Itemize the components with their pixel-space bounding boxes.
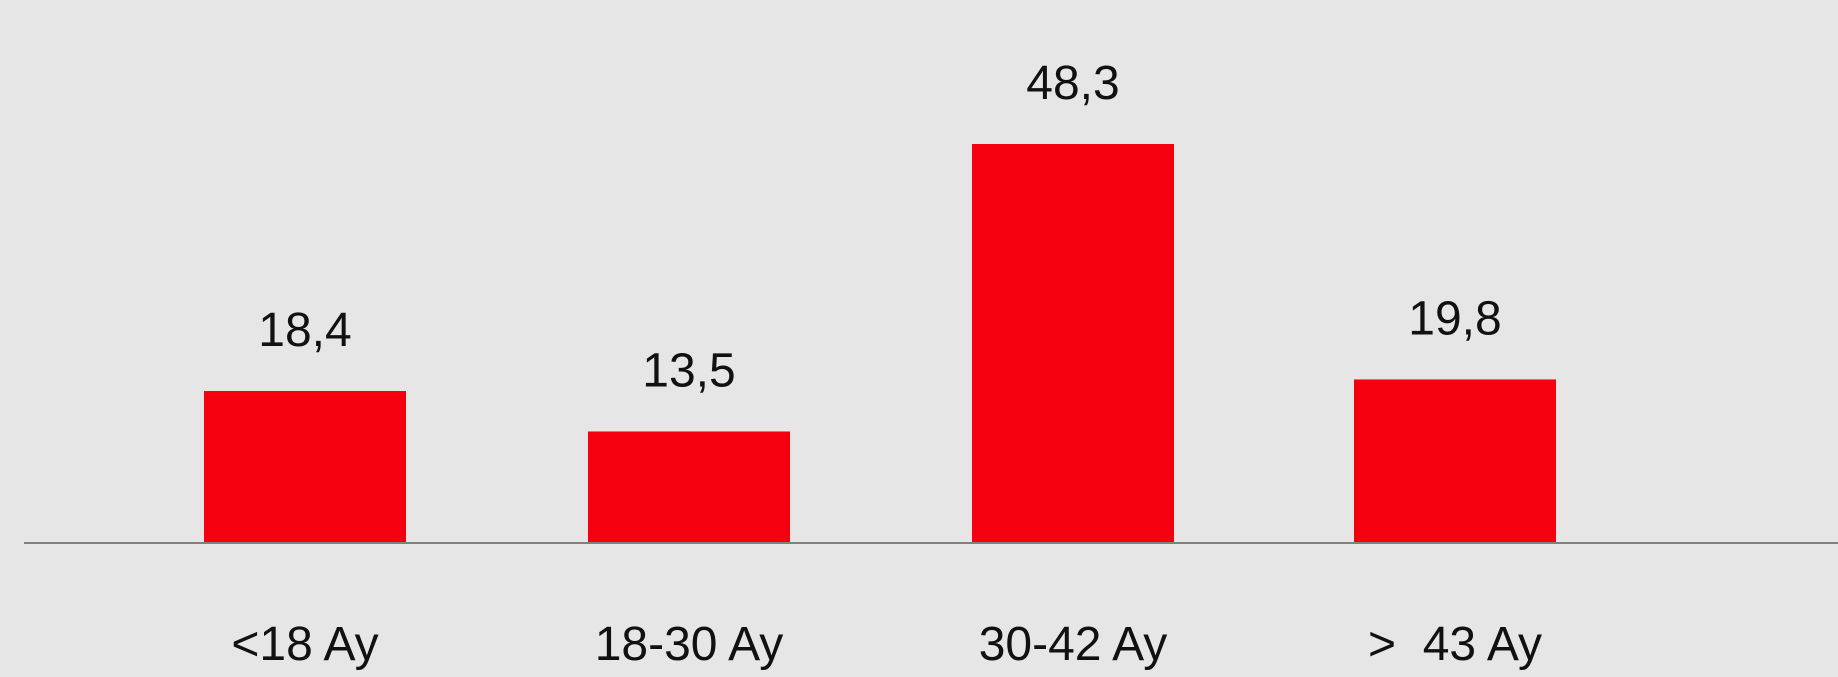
- data-label: 13,5: [642, 344, 735, 397]
- bar: [204, 391, 406, 543]
- labels-layer: 18,4 <18 Ay 13,5 18-30 Ay 48,3 30-42 Ay 19,8 > …: [231, 57, 1542, 671]
- category-tick-label: > 43 Ay: [1368, 618, 1542, 671]
- bar: [588, 431, 790, 543]
- category-tick-label: <18 Ay: [231, 618, 378, 671]
- category-tick-label: 30-42 Ay: [979, 618, 1168, 671]
- data-label: 19,8: [1408, 292, 1501, 345]
- bar: [1354, 379, 1556, 543]
- data-label: 48,3: [1026, 57, 1119, 110]
- data-label: 18,4: [258, 304, 351, 357]
- bars-layer: [204, 144, 1556, 543]
- bar: [972, 144, 1174, 543]
- category-tick-label: 18-30 Ay: [595, 618, 784, 671]
